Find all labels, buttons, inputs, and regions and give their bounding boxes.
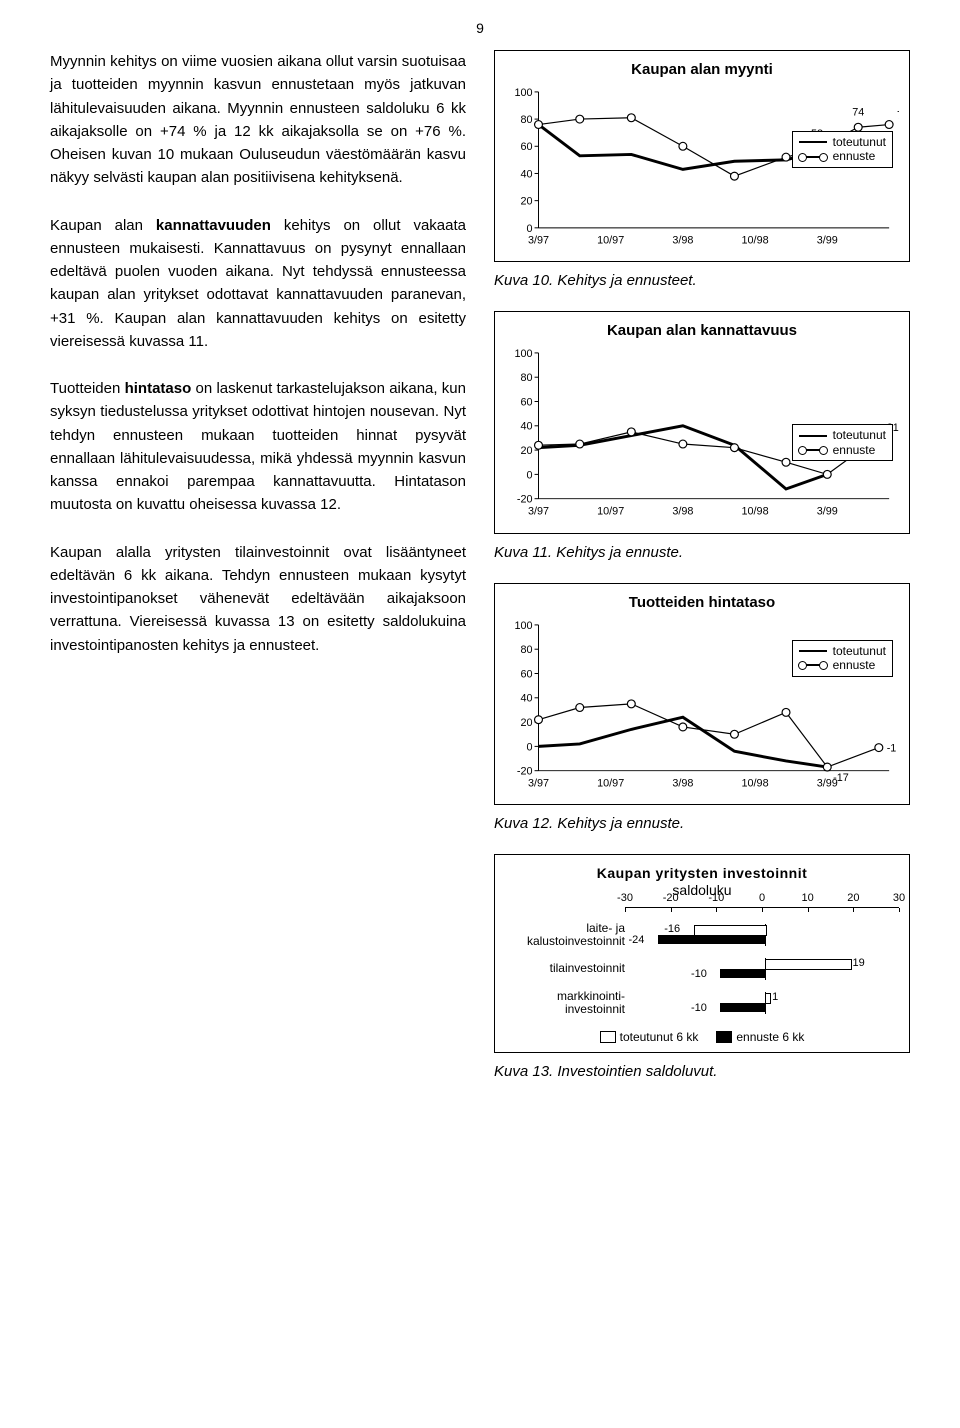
svg-text:60: 60 bbox=[521, 141, 533, 153]
chart3-caption: Kuva 12. Kehitys ja ennuste. bbox=[494, 815, 910, 832]
svg-text:0: 0 bbox=[527, 223, 533, 235]
chart2-caption: Kuva 11. Kehitys ja ennuste. bbox=[494, 544, 910, 561]
paragraph-4: Kaupan alalla yritysten tilainvestoinnit… bbox=[50, 541, 466, 657]
chart1-legend: toteutunut ennuste bbox=[792, 131, 893, 168]
chart4-axis: -30-20-100102030 bbox=[625, 907, 899, 924]
chart3-title: Tuotteiden hintataso bbox=[505, 594, 899, 611]
svg-text:-20: -20 bbox=[517, 765, 533, 777]
svg-text:40: 40 bbox=[521, 168, 533, 180]
svg-text:0: 0 bbox=[527, 470, 533, 482]
chart-tuotteiden-hintataso: Tuotteiden hintataso -20 0 20 40 60 80 100 3/97… bbox=[494, 583, 910, 805]
svg-text:80: 80 bbox=[521, 644, 533, 656]
chart-kaupan-myynti: Kaupan alan myynti 0 20 40 60 80 100 3/97 10/97… bbox=[494, 50, 910, 262]
svg-text:20: 20 bbox=[521, 717, 533, 729]
chart-investoinnit: Kaupan yritysten investoinnit saldoluku … bbox=[494, 854, 910, 1053]
svg-text:3/97: 3/97 bbox=[528, 777, 549, 789]
chart4-title: Kaupan yritysten investoinnit saldoluku bbox=[505, 865, 899, 899]
chart1-caption: Kuva 10. Kehitys ja ennusteet. bbox=[494, 272, 910, 289]
svg-text:100: 100 bbox=[515, 348, 533, 360]
svg-text:60: 60 bbox=[521, 397, 533, 409]
svg-text:60: 60 bbox=[521, 668, 533, 680]
svg-text:3/97: 3/97 bbox=[528, 506, 549, 518]
svg-text:3/98: 3/98 bbox=[672, 506, 693, 518]
paragraph-3: Tuotteiden hintataso on laskenut tarkast… bbox=[50, 377, 466, 517]
svg-text:80: 80 bbox=[521, 373, 533, 385]
svg-text:10/98: 10/98 bbox=[742, 235, 769, 247]
svg-text:3/99: 3/99 bbox=[817, 506, 838, 518]
svg-text:20: 20 bbox=[521, 445, 533, 457]
svg-text:40: 40 bbox=[521, 421, 533, 433]
svg-text:10/97: 10/97 bbox=[597, 506, 624, 518]
chart3-legend: toteutunut ennuste bbox=[792, 640, 893, 677]
svg-text:-1: -1 bbox=[887, 742, 897, 754]
svg-text:3/97: 3/97 bbox=[528, 235, 549, 247]
svg-text:-17: -17 bbox=[833, 772, 849, 784]
svg-text:10/97: 10/97 bbox=[597, 777, 624, 789]
svg-text:3/98: 3/98 bbox=[672, 235, 693, 247]
svg-text:-20: -20 bbox=[517, 494, 533, 506]
charts-column: Kaupan alan myynti 0 20 40 60 80 100 3/97 10/97… bbox=[494, 50, 910, 1080]
svg-text:20: 20 bbox=[521, 196, 533, 208]
bold-kannattavuuden: kannattavuuden bbox=[156, 217, 271, 234]
svg-text:3/98: 3/98 bbox=[672, 777, 693, 789]
chart4-legend: toteutunut 6 kk ennuste 6 kk bbox=[505, 1030, 899, 1044]
svg-text:10/97: 10/97 bbox=[597, 235, 624, 247]
svg-text:10/98: 10/98 bbox=[742, 506, 769, 518]
bold-hintataso: hintataso bbox=[125, 380, 192, 397]
paragraph-1: Myynnin kehitys on viime vuosien aikana … bbox=[50, 50, 466, 190]
svg-text:3/99: 3/99 bbox=[817, 235, 838, 247]
paragraph-2: Kaupan alan kannattavuuden kehitys on ol… bbox=[50, 214, 466, 354]
chart4-rows: laite- jakalustoinvestoinnit-16-24tilain… bbox=[505, 924, 899, 1026]
svg-text:100: 100 bbox=[515, 620, 533, 632]
chart2-legend: toteutunut ennuste bbox=[792, 424, 893, 461]
chart1-svg: 0204060801003/9710/973/9810/983/99587476 bbox=[505, 86, 899, 253]
svg-text:74: 74 bbox=[852, 106, 864, 118]
svg-text:76: 76 bbox=[897, 110, 899, 122]
svg-text:40: 40 bbox=[521, 692, 533, 704]
body-text-column: Myynnin kehitys on viime vuosien aikana … bbox=[50, 50, 466, 1080]
svg-text:10/98: 10/98 bbox=[742, 777, 769, 789]
chart2-title: Kaupan alan kannattavuus bbox=[505, 322, 899, 339]
chart1-title: Kaupan alan myynti bbox=[505, 61, 899, 78]
chart-kaupan-kannattavuus: Kaupan alan kannattavuus -20 0 20 40 60 80 100… bbox=[494, 311, 910, 533]
page-number: 9 bbox=[50, 20, 910, 36]
chart4-caption: Kuva 13. Investointien saldoluvut. bbox=[494, 1063, 910, 1080]
svg-text:0: 0 bbox=[527, 741, 533, 753]
svg-text:100: 100 bbox=[515, 87, 533, 99]
svg-text:80: 80 bbox=[521, 114, 533, 126]
